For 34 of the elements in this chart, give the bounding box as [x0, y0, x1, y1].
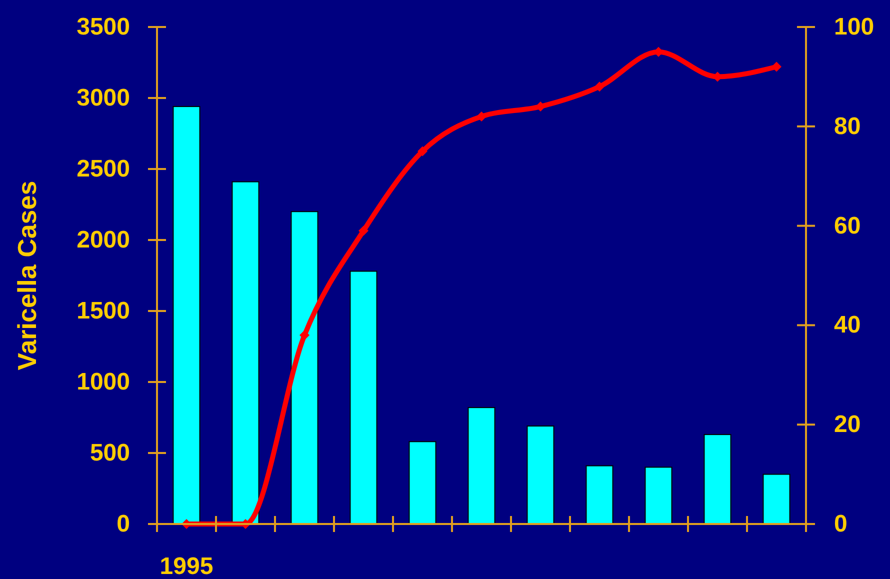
bar	[408, 441, 436, 524]
y-tick-label: 0	[116, 510, 130, 538]
point	[476, 111, 486, 122]
y-tick-label: 3500	[76, 14, 130, 40]
y-tick-label: 1000	[76, 368, 130, 396]
bar	[704, 434, 732, 524]
bar	[468, 407, 496, 524]
bar	[644, 466, 672, 524]
bar	[350, 270, 378, 524]
point	[772, 62, 782, 72]
point	[536, 102, 546, 112]
y-axis-title: Varicella Cases	[12, 180, 42, 370]
point	[300, 330, 310, 340]
y2-tick-label: 100	[834, 14, 874, 40]
y-tick-label: 2500	[76, 156, 130, 182]
y2-tick-label: 40	[834, 312, 861, 339]
bar	[526, 426, 554, 524]
y-tick-label: 3000	[76, 84, 130, 112]
bar	[232, 181, 260, 524]
bar	[172, 106, 200, 524]
point	[418, 146, 428, 156]
y-tick-label: 2000	[76, 226, 130, 254]
x-tick-label: 1995	[160, 553, 214, 579]
y2-tick-label: 20	[834, 411, 861, 438]
point	[358, 226, 368, 236]
y2-tick-label: 80	[834, 112, 861, 140]
bar	[290, 211, 318, 524]
y-tick-label: 500	[90, 440, 130, 466]
y-tick-label: 1500	[76, 298, 130, 324]
point	[594, 82, 604, 92]
bar	[586, 465, 614, 524]
y2-tick-label: 60	[834, 212, 861, 240]
bar	[762, 474, 790, 524]
y2-tick-label: 0	[834, 510, 848, 538]
